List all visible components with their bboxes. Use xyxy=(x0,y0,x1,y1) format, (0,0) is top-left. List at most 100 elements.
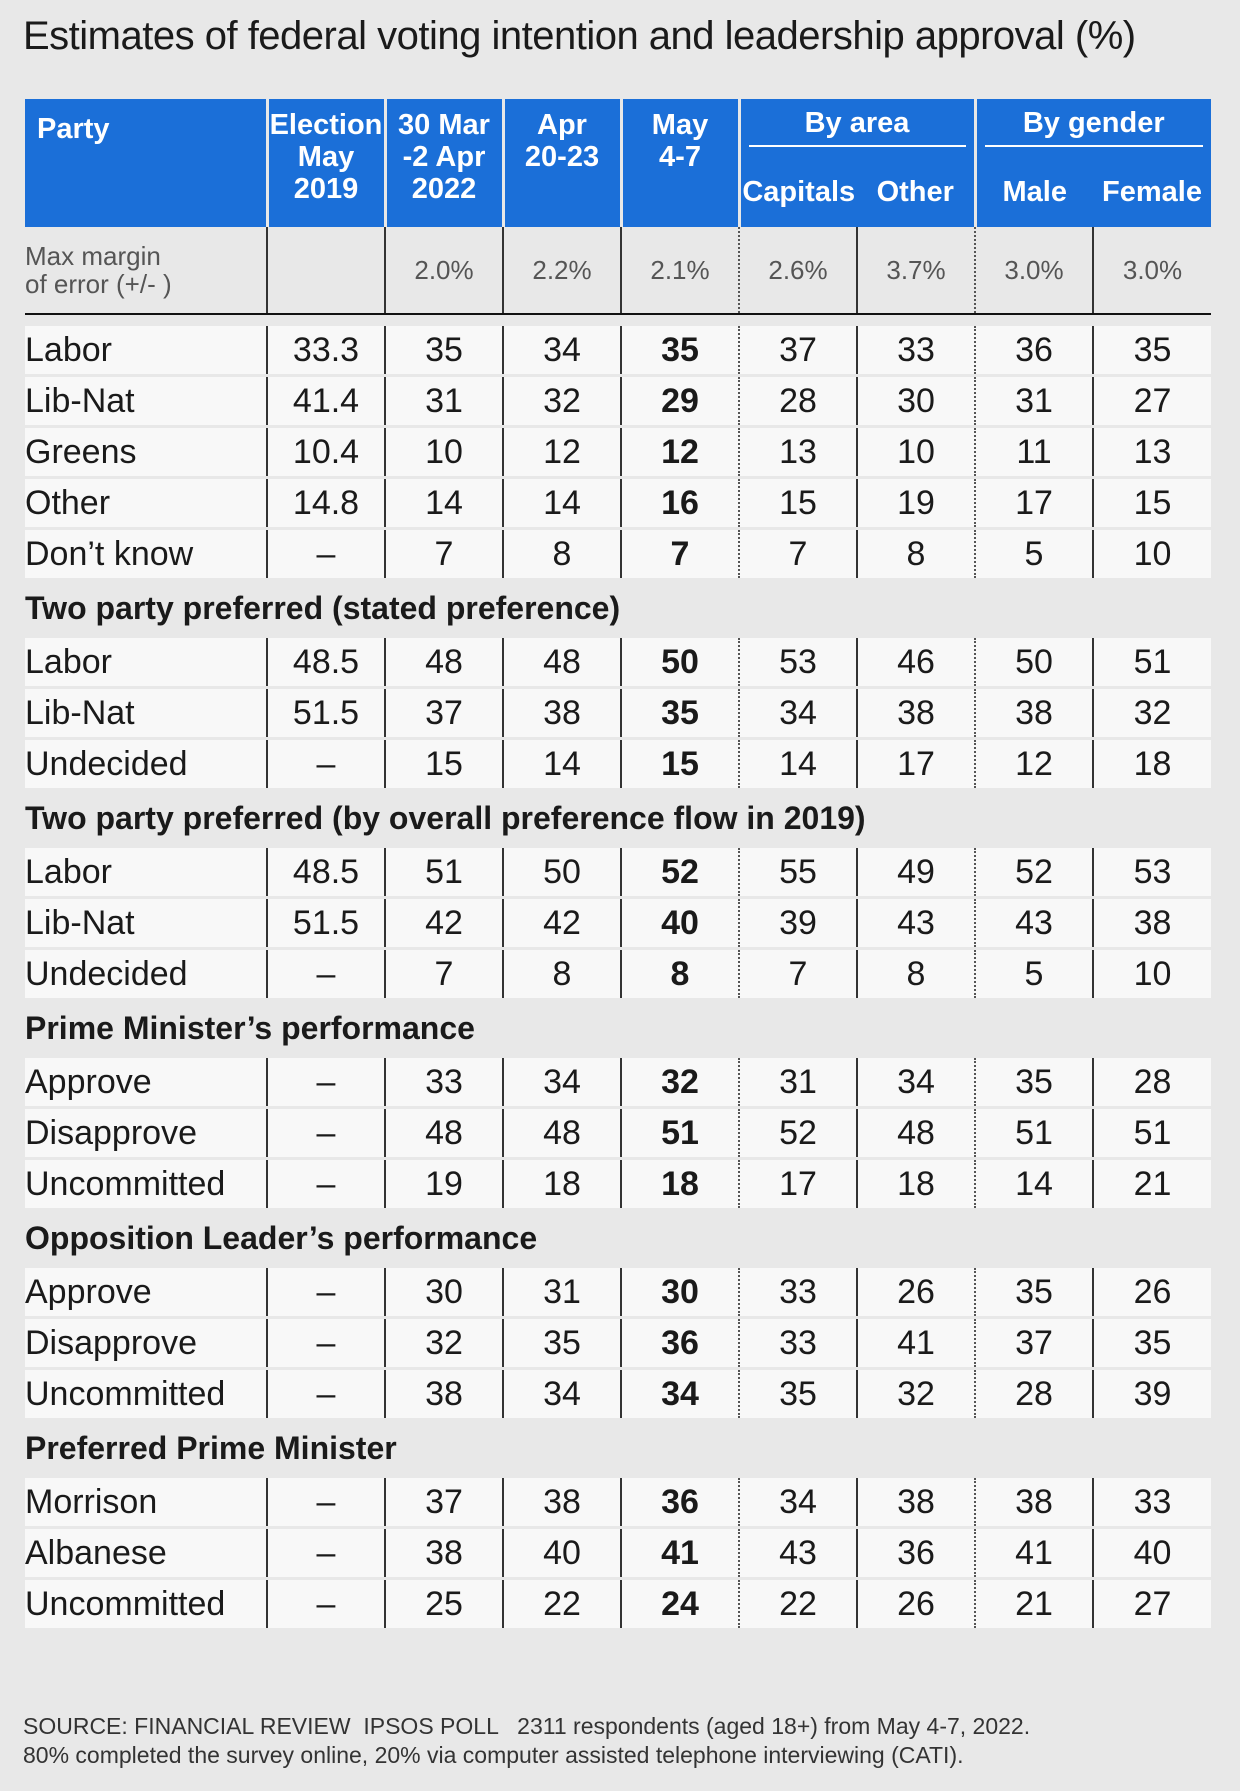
cell: 52 xyxy=(620,845,739,899)
cell: 39 xyxy=(738,896,857,950)
cell: 32 xyxy=(1092,686,1211,740)
cell: 50 xyxy=(974,635,1093,689)
cell: 35 xyxy=(974,1055,1093,1109)
cell: 34 xyxy=(502,1367,621,1421)
cell: 22 xyxy=(502,1577,621,1631)
cell: 37 xyxy=(738,323,857,377)
cell: 17 xyxy=(856,737,975,791)
header-line: -2 Apr xyxy=(402,141,486,173)
cell: 7 xyxy=(620,527,739,581)
cell: 28 xyxy=(974,1367,1093,1421)
section-row: Opposition Leader’s performance xyxy=(25,1209,1211,1267)
section-title: Opposition Leader’s performance xyxy=(25,1209,1211,1267)
header-cell: Capitals xyxy=(737,170,857,227)
cell: 43 xyxy=(738,1526,857,1580)
cell: 38 xyxy=(974,1475,1093,1529)
cell: 21 xyxy=(1092,1157,1211,1211)
margin-cell xyxy=(266,227,385,315)
cell: 50 xyxy=(620,635,739,689)
cell: 38 xyxy=(1092,896,1211,950)
header-cell: Other xyxy=(857,170,975,227)
cell: 35 xyxy=(620,323,739,377)
margin-value: 2.6% xyxy=(738,227,857,315)
row-label: Labor xyxy=(25,323,267,377)
data-row: Labor 48.5 48 48 50 53 46 50 51 xyxy=(25,635,1211,689)
cell: 40 xyxy=(502,1526,621,1580)
data-row: Disapprove –48 48 51 52 48 51 51 xyxy=(25,1106,1211,1160)
cell: 34 xyxy=(738,1475,857,1529)
header-row: Capitals Other Male Female xyxy=(25,170,1211,227)
cell: 5 xyxy=(974,527,1093,581)
cell: 34 xyxy=(856,1055,975,1109)
cell: 51 xyxy=(620,1106,739,1160)
header-group: By gender xyxy=(973,99,1211,171)
cell: 41 xyxy=(620,1526,739,1580)
cell: 13 xyxy=(1092,425,1211,479)
cell: 46 xyxy=(856,635,975,689)
cell: 38 xyxy=(502,686,621,740)
cell: 48 xyxy=(384,635,503,689)
data-row: Uncommitted –19 18 18 17 18 14 21 xyxy=(25,1157,1211,1211)
cell: 40 xyxy=(1092,1526,1211,1580)
cell: 21 xyxy=(974,1577,1093,1631)
cell: 53 xyxy=(738,635,857,689)
data-row: Disapprove –32 35 36 33 41 37 35 xyxy=(25,1316,1211,1370)
cell: 36 xyxy=(974,323,1093,377)
data-row: Undecided –15 14 15 14 17 12 18 xyxy=(25,737,1211,791)
header-cell: Apr 20-23 xyxy=(501,99,621,227)
data-row: Lib-Nat 51.5 37 38 35 34 38 38 32 xyxy=(25,686,1211,740)
cell: 29 xyxy=(620,374,739,428)
cell: 50 xyxy=(502,845,621,899)
cell: 8 xyxy=(620,947,739,1001)
source: SOURCE: FINANCIAL REVIEW IPSOS POLL 2311… xyxy=(23,1712,1030,1770)
header-line: Apr xyxy=(537,109,587,141)
cell: 8 xyxy=(856,947,975,1001)
header-line: May xyxy=(651,109,709,141)
header-line: of error (+/- ) xyxy=(25,269,172,299)
cell: 35 xyxy=(384,323,503,377)
data-row: Other 14.8 14 14 16 15 19 17 15 xyxy=(25,476,1211,530)
cell: 35 xyxy=(502,1316,621,1370)
header-line: 2022 xyxy=(411,173,477,205)
cell: 38 xyxy=(384,1526,503,1580)
cell: – xyxy=(266,1265,385,1319)
cell: 51 xyxy=(1092,635,1211,689)
cell: 16 xyxy=(620,476,739,530)
cell: 48 xyxy=(502,635,621,689)
cell: 48 xyxy=(384,1106,503,1160)
section-title: Two party preferred (by overall preferen… xyxy=(25,789,1211,847)
cell: 37 xyxy=(974,1316,1093,1370)
header-line: 20-23 xyxy=(524,141,600,173)
header-line: Election xyxy=(269,109,383,141)
cell: 32 xyxy=(620,1055,739,1109)
header-cell: Male xyxy=(973,170,1093,227)
cell: 10 xyxy=(1092,947,1211,1001)
cell: 38 xyxy=(856,1475,975,1529)
cell: 36 xyxy=(620,1475,739,1529)
cell: 14 xyxy=(502,737,621,791)
data-row: Labor 48.5 51 50 52 55 49 52 53 xyxy=(25,845,1211,899)
section-row: Two party preferred (by overall preferen… xyxy=(25,789,1211,847)
cell: – xyxy=(266,1577,385,1631)
section-row: Preferred Prime Minister xyxy=(25,1419,1211,1477)
cell: 31 xyxy=(974,374,1093,428)
cell: 19 xyxy=(856,476,975,530)
cell: 10 xyxy=(384,425,503,479)
row-label: Lib-Nat xyxy=(25,686,267,740)
cell: 31 xyxy=(502,1265,621,1319)
section-row: Two party preferred (stated preference) xyxy=(25,579,1211,637)
spacer-cell xyxy=(25,314,1211,325)
cell: 10 xyxy=(856,425,975,479)
cell: 39 xyxy=(1092,1367,1211,1421)
cell: 35 xyxy=(620,686,739,740)
header-line: Max margin xyxy=(25,241,161,271)
cell: 41 xyxy=(974,1526,1093,1580)
header-line: 4-7 xyxy=(659,141,701,173)
header-row: Party Election May 2019 30 Mar -2 Apr 2022 Apr 2… xyxy=(25,99,1211,227)
cell: 51 xyxy=(384,845,503,899)
row-label: Morrison xyxy=(25,1475,267,1529)
cell: 34 xyxy=(502,323,621,377)
cell: 22 xyxy=(738,1577,857,1631)
cell: 38 xyxy=(502,1475,621,1529)
cell: 11 xyxy=(974,425,1093,479)
